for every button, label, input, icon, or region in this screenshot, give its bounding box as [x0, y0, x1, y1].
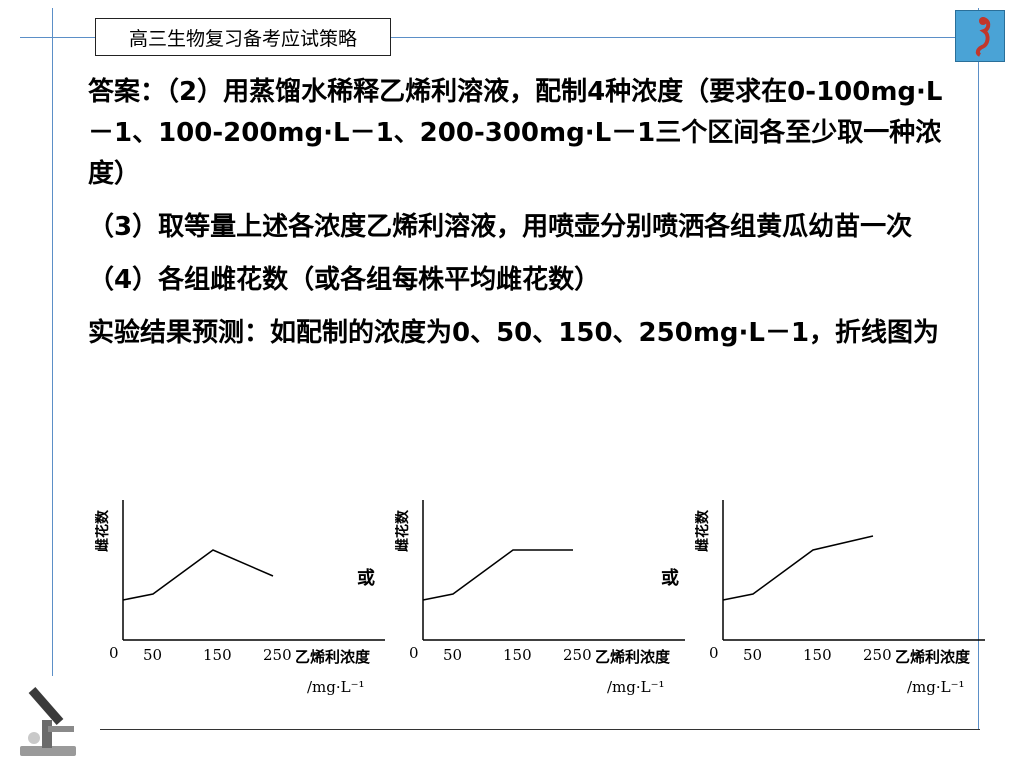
y-axis-label: 雌花数 — [395, 509, 411, 552]
chart-svg-1: 0 50 150 250 乙烯利浓度/mg·L⁻¹ 雌花数 — [94, 500, 385, 696]
chart-svg-2: 0 50 150 250 乙烯利浓度/mg·L⁻¹ 雌花数 — [394, 500, 685, 696]
x-tick-label: 250 — [863, 646, 892, 664]
answer-paragraph-4: （4）各组雌花数（或各组每株平均雌花数） — [88, 265, 601, 295]
origin-label: 0 — [709, 644, 719, 662]
x-tick-label: 150 — [503, 646, 532, 664]
left-rule — [52, 8, 53, 676]
x-axis-unit: /mg·L⁻¹ — [907, 678, 965, 696]
series-line — [422, 549, 573, 601]
x-tick-label: 150 — [203, 646, 232, 664]
x-axis-label: 乙烯利浓度 — [295, 648, 371, 666]
slide-title: 高三生物复习备考应试策略 — [95, 18, 391, 56]
or-label-1: 或 — [357, 568, 375, 589]
y-axis-label: 雌花数 — [95, 509, 111, 552]
x-tick-label: 50 — [743, 646, 762, 664]
x-axis-unit: /mg·L⁻¹ — [607, 678, 665, 696]
x-tick-label: 50 — [443, 646, 462, 664]
origin-label: 0 — [409, 644, 419, 662]
x-tick-label: 250 — [563, 646, 592, 664]
line-chart-1: 0 50 150 250 乙烯利浓度/mg·L⁻¹ 雌花数 — [94, 492, 395, 712]
top-rule — [20, 37, 980, 38]
seahorse-logo — [955, 10, 1005, 62]
answer-text: 答案：（2）用蒸馏水稀释乙烯利溶液，配制4种浓度（要求在0-100mg·L－1、… — [88, 72, 958, 366]
bottom-rule — [100, 729, 980, 730]
microscope-icon — [12, 680, 90, 760]
y-axis-label: 雌花数 — [695, 509, 711, 552]
x-axis-label: 乙烯利浓度 — [595, 648, 671, 666]
series-line — [122, 549, 274, 601]
answer-paragraph-3: （3）取等量上述各浓度乙烯利溶液，用喷壶分别喷洒各组黄瓜幼苗一次 — [88, 212, 913, 242]
x-axis-label: 乙烯利浓度 — [895, 648, 971, 666]
x-axis-unit: /mg·L⁻¹ — [307, 678, 365, 696]
line-chart-3: 0 50 150 250 乙烯利浓度/mg·L⁻¹ 雌花数 — [694, 492, 995, 712]
x-tick-label: 250 — [263, 646, 292, 664]
right-rule — [978, 8, 979, 730]
x-tick-label: 150 — [803, 646, 832, 664]
line-chart-2: 0 50 150 250 乙烯利浓度/mg·L⁻¹ 雌花数 — [394, 492, 695, 712]
origin-label: 0 — [109, 644, 119, 662]
chart-svg-3: 0 50 150 250 乙烯利浓度/mg·L⁻¹ 雌花数 — [694, 500, 985, 696]
answer-paragraph-2: 答案：（2）用蒸馏水稀释乙烯利溶液，配制4种浓度（要求在0-100mg·L－1、… — [88, 77, 943, 189]
or-label-2: 或 — [661, 568, 679, 589]
x-tick-label: 50 — [143, 646, 162, 664]
charts-area: 0 50 150 250 乙烯利浓度/mg·L⁻¹ 雌花数 或 0 50 150 250 乙烯利浓… — [94, 492, 985, 712]
series-line — [722, 535, 874, 601]
prediction-paragraph: 实验结果预测：如配制的浓度为0、50、150、250mg·L－1，折线图为 — [88, 318, 940, 348]
